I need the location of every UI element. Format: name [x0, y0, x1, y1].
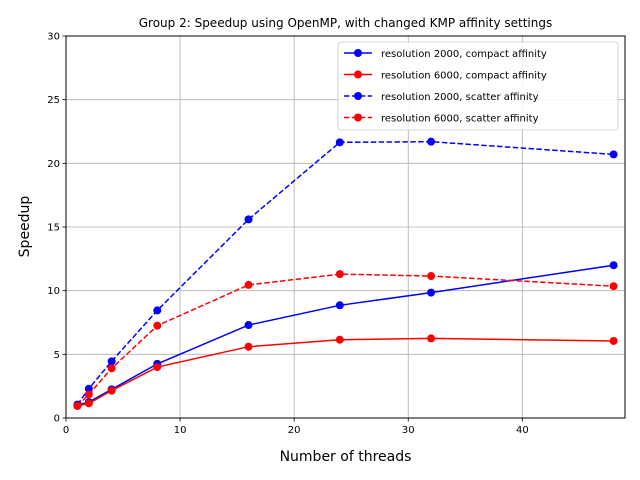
y-tick-label: 20	[47, 159, 60, 170]
x-tick-label: 10	[174, 425, 187, 436]
x-tick-label: 0	[63, 425, 69, 436]
x-tick-label: 20	[288, 425, 301, 436]
y-tick-label: 5	[54, 350, 60, 361]
legend-item: resolution 6000, compact affinity	[344, 70, 547, 82]
legend-marker	[354, 113, 362, 122]
series-4	[73, 270, 618, 410]
data-point	[244, 321, 253, 330]
data-point	[107, 357, 116, 366]
y-axis-ticks: 0 5 10 15 20 25 30	[47, 32, 66, 425]
legend-label: resolution 6000, scatter affinity	[381, 114, 539, 125]
data-point	[107, 386, 116, 395]
data-point	[427, 288, 436, 297]
data-point	[84, 390, 93, 399]
y-tick-label: 0	[54, 414, 60, 425]
series-1	[73, 261, 618, 410]
y-tick-label: 15	[47, 223, 60, 234]
data-point	[244, 342, 253, 351]
data-point	[153, 363, 162, 372]
data-point	[84, 384, 93, 393]
data-point	[244, 280, 253, 289]
legend-marker	[354, 70, 362, 79]
legend-label: resolution 2000, scatter affinity	[381, 92, 539, 103]
data-point	[107, 364, 116, 373]
series-line	[77, 264, 614, 406]
data-point	[73, 401, 82, 410]
data-point	[335, 270, 344, 279]
data-point	[427, 334, 436, 343]
legend: resolution 2000, compact affinity resolut…	[337, 41, 619, 131]
data-point	[153, 321, 162, 330]
series-line	[77, 337, 614, 407]
legend-box	[337, 41, 619, 131]
x-axis-label: Number of threads	[280, 449, 412, 465]
data-point	[609, 150, 618, 159]
series-layer	[73, 137, 618, 410]
series-line	[76, 273, 614, 407]
x-tick-label: 30	[402, 425, 415, 436]
legend-marker	[354, 49, 362, 57]
data-point	[609, 282, 618, 291]
data-point	[244, 215, 253, 224]
legend-marker	[354, 92, 362, 100]
legend-label: resolution 6000, compact affinity	[381, 71, 547, 82]
legend-item: resolution 2000, scatter affinity	[344, 92, 539, 103]
data-point	[609, 261, 618, 270]
data-point	[335, 335, 344, 344]
data-point	[609, 336, 618, 345]
chart-title: Group 2: Speedup using OpenMP, with chan…	[139, 16, 553, 30]
legend-item: resolution 2000, compact affinity	[344, 49, 547, 60]
data-point	[427, 137, 436, 146]
series-2	[73, 334, 618, 410]
legend-item: resolution 6000, scatter affinity	[344, 113, 539, 125]
data-point	[335, 138, 344, 147]
series-line	[76, 140, 614, 406]
x-tick-label: 40	[516, 425, 529, 436]
y-tick-label: 25	[47, 95, 60, 106]
legend-label: resolution 2000, compact affinity	[381, 49, 547, 60]
data-point	[427, 272, 436, 281]
data-point	[335, 301, 344, 310]
y-tick-label: 10	[47, 286, 60, 297]
x-axis-ticks: 0 10 20 30 40	[63, 418, 529, 436]
data-point	[84, 399, 93, 408]
y-tick-label: 30	[47, 32, 60, 43]
y-axis-label: Speedup	[17, 196, 33, 258]
data-point	[153, 306, 162, 315]
